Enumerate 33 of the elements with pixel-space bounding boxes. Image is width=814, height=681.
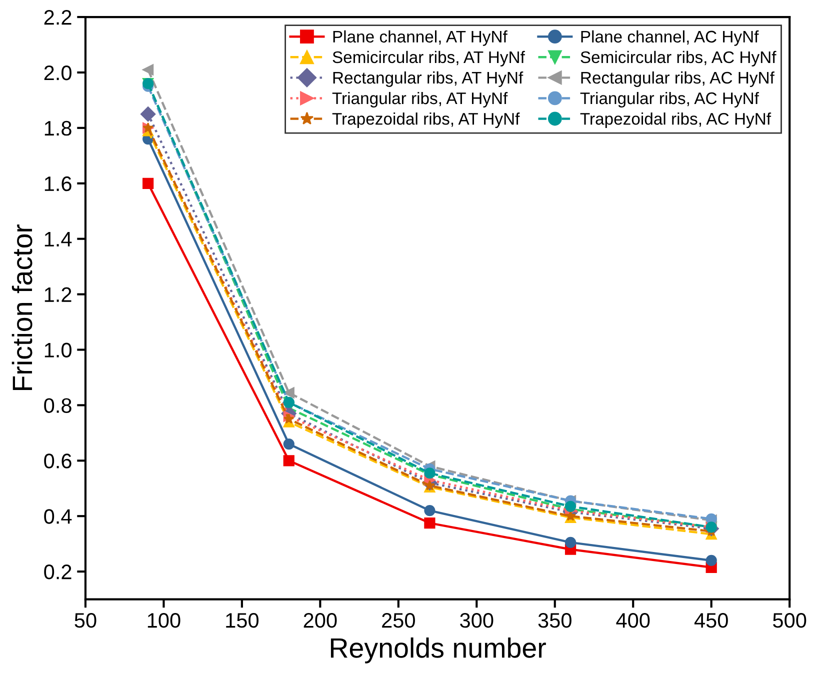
x-axis-title: Reynolds number	[330, 637, 546, 664]
x-tick-label: 450	[694, 613, 728, 628]
legend-label: Semicircular ribs, AT HyNf	[332, 50, 525, 66]
legend-label: Trapezoidal ribs, AT HyNf	[332, 112, 520, 128]
y-tick-label: 1.6	[44, 176, 72, 192]
legend-label: Semicircular ribs, AC HyNf	[580, 50, 776, 66]
legend-label: Rectangular ribs, AC HyNf	[581, 71, 774, 87]
x-tick-label: 200	[304, 613, 337, 628]
y-tick-label: 0.8	[44, 398, 72, 413]
x-tick-label: 150	[226, 613, 259, 628]
x-tick-label: 50	[74, 613, 96, 628]
legend-label: Trapezoidal ribs, AC HyNf	[580, 112, 772, 128]
y-tick-label: 1.4	[44, 232, 72, 246]
x-tick-label: 350	[538, 613, 572, 628]
legend-label: Plane channel, AT HyNf	[333, 30, 508, 46]
legend-label: Plane channel, AC HyNf	[581, 30, 759, 46]
x-tick-label: 300	[460, 613, 494, 628]
x-tick-label: 100	[148, 613, 180, 628]
y-tick-label: 0.4	[44, 509, 72, 524]
y-tick-label: 1.2	[44, 287, 72, 302]
x-tick-label: 250	[382, 613, 415, 628]
legend-label: Triangular ribs, AC HyNf	[580, 92, 759, 108]
x-tick-label: 400	[616, 613, 650, 628]
y-tick-label: 0.6	[44, 454, 72, 468]
y-tick-label: 2.0	[44, 65, 72, 80]
y-tick-label: 2.2	[44, 10, 72, 25]
y-tick-label: 1.8	[44, 120, 72, 136]
legend-label: Triangular ribs, AT HyNf	[332, 92, 508, 108]
y-tick-label: 0.2	[44, 564, 72, 580]
y-tick-label: 1.0	[44, 342, 72, 358]
x-tick-label: 500	[773, 613, 806, 628]
y-axis-title: Friction factor	[12, 224, 32, 390]
legend-label: Rectangular ribs, AT HyNf	[333, 71, 524, 87]
